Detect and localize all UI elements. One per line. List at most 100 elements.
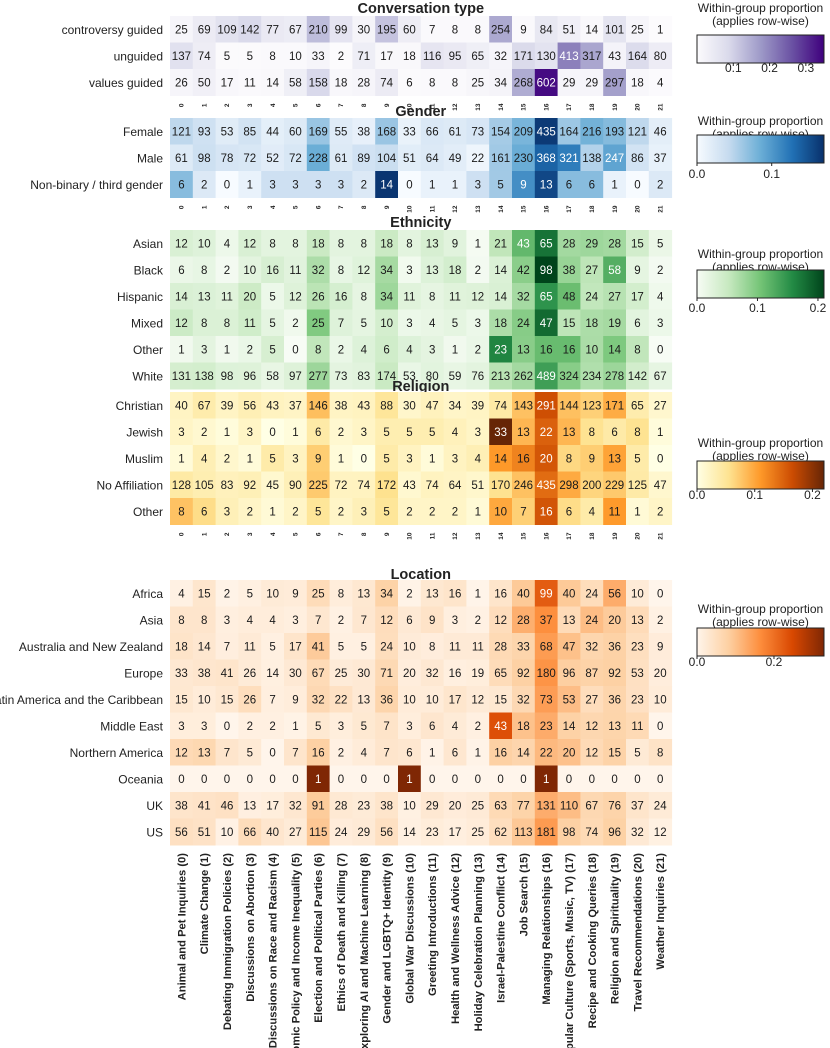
heatmap-cell	[261, 765, 285, 793]
heatmap-cell	[534, 418, 559, 446]
heatmap-cell	[626, 498, 650, 525]
heatmap-cell	[466, 580, 490, 607]
cell-value-label: 29	[426, 801, 439, 813]
heatmap-cell	[238, 230, 262, 257]
heatmap-cell	[398, 686, 422, 713]
heatmap-cell	[603, 659, 627, 687]
heatmap-cell	[489, 445, 513, 472]
cell-value-label: 32	[426, 668, 439, 680]
heatmap-cell	[398, 42, 422, 70]
heatmap-cell	[580, 230, 604, 257]
cell-value-label: 2	[657, 265, 663, 277]
heatmap-cell	[443, 118, 467, 145]
cell-value-label: 46	[221, 801, 234, 813]
cell-value-label: 30	[403, 401, 416, 413]
x-tick-number: 7	[338, 103, 345, 107]
cell-value-label: 11	[244, 642, 256, 654]
heatmap-cell	[306, 16, 331, 43]
cell-value-label: 6	[611, 427, 617, 439]
heatmap-cell	[170, 712, 194, 740]
cell-value-label: 8	[292, 239, 298, 251]
cell-value-label: 65	[540, 292, 553, 304]
heatmap-cell	[352, 792, 376, 819]
cell-value-label: 5	[247, 51, 253, 63]
cell-value-label: 47	[563, 642, 576, 654]
cell-value-label: 32	[517, 695, 530, 707]
cell-value-label: 8	[338, 265, 344, 277]
cell-value-label: 1	[657, 427, 663, 439]
cell-value-label: 40	[175, 401, 188, 413]
cell-value-label: 121	[628, 127, 647, 139]
topic-label: Election and Political Parties (6)	[313, 853, 325, 1023]
heatmap-cell	[648, 633, 673, 660]
cell-value-label: 28	[335, 801, 348, 813]
cell-value-label: 0	[657, 774, 663, 786]
heatmap-cell	[375, 606, 399, 634]
cell-value-label: 32	[312, 695, 325, 707]
cell-value-label: 7	[269, 695, 275, 707]
x-tick-number: 9	[384, 532, 391, 536]
heatmap-cell	[329, 739, 353, 766]
cell-value-label: 3	[247, 427, 253, 439]
cell-value-label: 27	[608, 292, 621, 304]
cell-value-label: 0	[634, 180, 640, 192]
cell-value-label: 30	[289, 668, 302, 680]
heatmap-cell	[648, 471, 673, 499]
cell-value-label: 38	[198, 668, 211, 680]
cell-value-label: 30	[357, 25, 370, 37]
cell-value-label: 3	[338, 180, 344, 192]
panel-title: Ethnicity	[390, 215, 451, 231]
heatmap-cell	[420, 336, 445, 363]
cell-value-label: 3	[452, 454, 458, 466]
heatmap-cell	[375, 712, 399, 740]
heatmap-cell	[648, 16, 673, 43]
cell-value-label: 1	[338, 454, 344, 466]
heatmap-cell	[329, 16, 353, 43]
heatmap-cell	[443, 633, 467, 660]
heatmap-cell	[466, 144, 490, 172]
heatmap-cell	[626, 256, 650, 284]
heatmap-cell	[603, 818, 627, 846]
cell-value-label: 0	[361, 774, 367, 786]
heatmap-cell	[352, 818, 376, 846]
cell-value-label: 0	[657, 589, 663, 601]
heatmap-cell	[284, 69, 308, 96]
heatmap-cell	[443, 606, 467, 634]
heatmap-cell	[192, 498, 217, 525]
cell-value-label: 14	[494, 454, 507, 466]
heatmap-cell	[580, 686, 604, 713]
heatmap-cell	[534, 659, 559, 687]
cell-value-label: 8	[634, 345, 640, 357]
cell-value-label: 2	[338, 615, 344, 627]
heatmap-cell	[557, 686, 581, 713]
heatmap-cell	[443, 418, 467, 446]
cell-value-label: 4	[247, 615, 254, 627]
cell-value-label: 10	[221, 827, 234, 839]
cell-value-label: 16	[540, 507, 553, 519]
x-tick-number: 18	[589, 205, 596, 213]
cell-value-label: 1	[406, 774, 412, 786]
cell-value-label: 11	[609, 507, 621, 519]
heatmap-cell	[443, 686, 467, 713]
heatmap-cell	[329, 230, 353, 257]
heatmap-cell	[603, 171, 627, 198]
row-label: Black	[134, 263, 164, 277]
heatmap-cell	[329, 498, 353, 525]
cell-value-label: 61	[449, 127, 462, 139]
heatmap-cell	[603, 633, 627, 660]
cell-value-label: 53	[221, 127, 234, 139]
cell-value-label: 7	[361, 615, 367, 627]
heatmap-cell	[170, 392, 194, 419]
heatmap-cell	[512, 171, 536, 198]
heatmap-cell	[215, 256, 239, 284]
cell-value-label: 230	[514, 153, 533, 165]
cell-value-label: 20	[540, 454, 553, 466]
cell-value-label: 18	[494, 318, 507, 330]
cell-value-label: 5	[269, 318, 275, 330]
cell-value-label: 0	[224, 774, 230, 786]
heatmap-cell	[557, 765, 581, 793]
x-tick-number: 19	[612, 532, 619, 540]
cell-value-label: 65	[631, 401, 644, 413]
x-tick-number: 0	[179, 205, 186, 209]
topic-label: Weather Inquiries (21)	[655, 853, 667, 970]
